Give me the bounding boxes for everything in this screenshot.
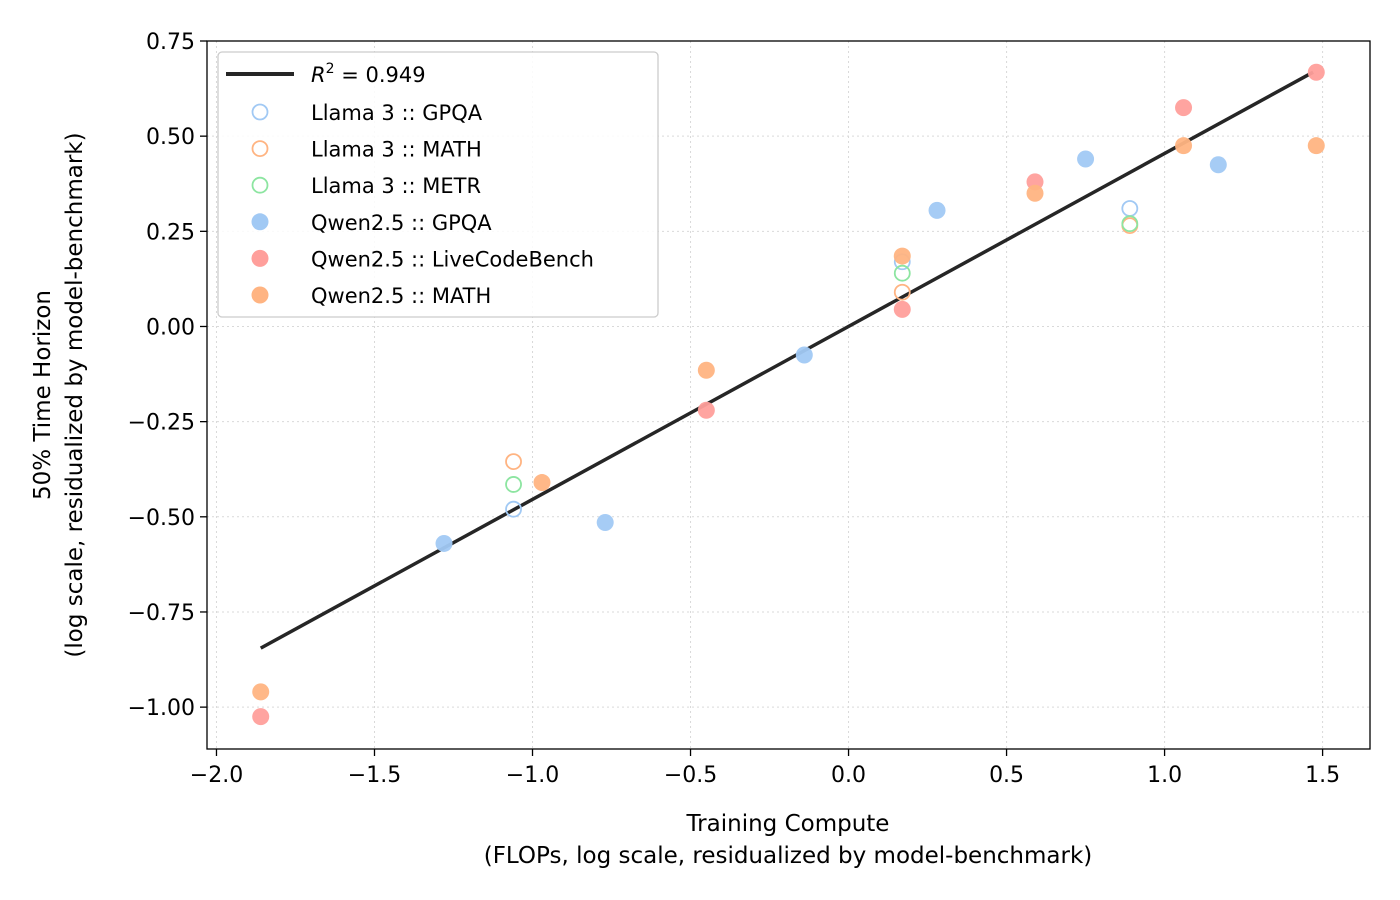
- data-point: [435, 534, 453, 552]
- y-tick-label: −0.50: [128, 506, 195, 531]
- x-tick-label: −1.0: [506, 763, 559, 788]
- x-axis: −2.0 −1.5 −1.0 −0.5 0.0 0.5 1.0 1.5: [190, 749, 1340, 788]
- data-point: [533, 474, 551, 492]
- legend-marker: [251, 140, 269, 158]
- x-tick-label: 0.0: [831, 763, 866, 788]
- legend-item: Llama 3 :: METR: [251, 174, 481, 198]
- legend-fit-label: R2 = 0.949: [311, 61, 426, 87]
- data-point: [1121, 215, 1139, 233]
- legend-item: Llama 3 :: MATH: [251, 138, 482, 162]
- legend-item: Llama 3 :: GPQA: [251, 101, 483, 125]
- legend-item: Qwen2.5 :: MATH: [251, 284, 491, 308]
- legend-label: Qwen2.5 :: MATH: [311, 284, 491, 308]
- y-axis: 0.75 0.50 0.25 0.00 −0.25 −0.50 −0.75 −1.00: [128, 30, 207, 721]
- fit-line: [259, 70, 1314, 650]
- legend-item-fit: R2 = 0.949: [226, 61, 426, 87]
- legend-label: Qwen2.5 :: GPQA: [311, 211, 492, 235]
- legend-marker: [251, 286, 269, 304]
- data-point: [1175, 137, 1193, 155]
- x-axis-sublabel: (FLOPs, log scale, residualized by model…: [484, 843, 1093, 869]
- x-tick-label: 1.5: [1305, 763, 1340, 788]
- y-tick-label: 0.25: [146, 220, 195, 245]
- x-tick-label: −0.5: [664, 763, 717, 788]
- data-points: [252, 63, 1325, 726]
- legend-label: Llama 3 :: MATH: [311, 138, 482, 162]
- data-point: [893, 283, 911, 301]
- x-tick-label: −1.5: [348, 763, 401, 788]
- data-point: [252, 683, 270, 701]
- x-tick-label: 0.5: [989, 763, 1024, 788]
- y-tick-label: 0.00: [146, 315, 195, 340]
- legend-item: Qwen2.5 :: LiveCodeBench: [251, 247, 594, 271]
- data-point: [505, 476, 522, 493]
- legend-label: Qwen2.5 :: LiveCodeBench: [311, 247, 594, 271]
- data-point: [1307, 63, 1325, 81]
- y-tick-label: −1.00: [128, 696, 195, 721]
- data-point: [893, 264, 911, 282]
- legend-item: Qwen2.5 :: GPQA: [251, 211, 492, 235]
- data-point: [795, 346, 813, 364]
- data-point: [893, 247, 911, 265]
- x-tick-label: 1.0: [1147, 763, 1182, 788]
- data-point: [505, 453, 522, 471]
- data-point: [1077, 150, 1095, 168]
- y-tick-label: −0.25: [128, 411, 195, 436]
- y-axis-sublabel: (log scale, residualized by model-benchm…: [62, 132, 88, 657]
- y-tick-label: −0.75: [128, 601, 195, 626]
- legend-fit-sup: 2: [326, 61, 335, 77]
- data-point: [1121, 200, 1139, 217]
- legend-marker: [251, 213, 269, 231]
- legend-label: Llama 3 :: METR: [311, 174, 481, 198]
- legend-marker: [251, 103, 269, 121]
- data-point: [928, 201, 946, 219]
- data-point: [1175, 99, 1193, 117]
- x-axis-label: Training Compute: [686, 811, 890, 837]
- fit-line-layer: [259, 70, 1314, 650]
- data-point: [505, 500, 522, 518]
- grid: [207, 40, 1370, 749]
- data-point: [252, 708, 270, 726]
- legend-marker: [251, 176, 269, 194]
- data-point: [697, 401, 715, 419]
- legend-box: [217, 51, 659, 318]
- legend-fit-value: = 0.949: [335, 63, 426, 87]
- plot-frame: [206, 40, 1371, 750]
- data-point: [596, 514, 614, 532]
- y-axis-label: 50% Time Horizon: [30, 290, 56, 500]
- data-point: [893, 300, 911, 318]
- legend-fit-r: R: [311, 63, 326, 87]
- y-tick-label: 0.75: [146, 30, 195, 55]
- data-point: [1026, 184, 1044, 202]
- legend-label: Llama 3 :: GPQA: [311, 101, 483, 125]
- data-point: [1307, 137, 1325, 155]
- data-point: [697, 361, 715, 379]
- legend-marker: [251, 249, 269, 267]
- x-tick-label: −2.0: [190, 763, 243, 788]
- data-point: [1209, 156, 1227, 174]
- y-tick-label: 0.50: [146, 125, 195, 150]
